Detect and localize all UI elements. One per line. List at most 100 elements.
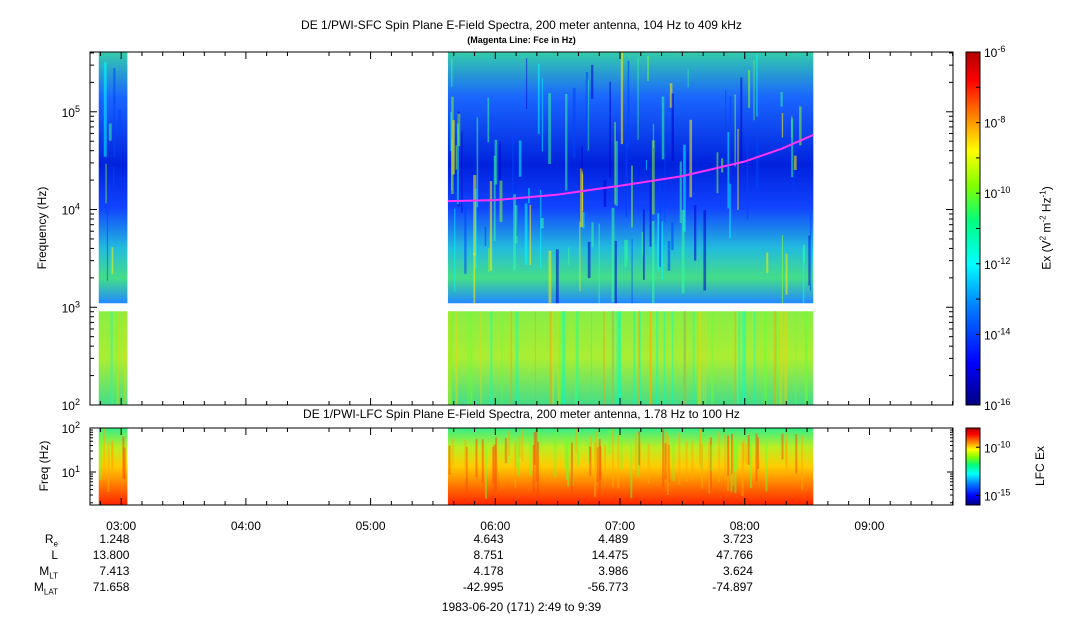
lfc-streak (506, 435, 509, 464)
lfc-streak (465, 446, 468, 494)
lfc-streak (785, 442, 788, 467)
sfc-low-streak (534, 311, 537, 405)
sfc-spectral-streak (524, 203, 528, 265)
sfc-spectral-streak (473, 253, 476, 304)
sfc-spectral-streak (511, 133, 514, 193)
sfc-y-tick-label: 102 (62, 397, 80, 413)
sfc-spectral-streak (493, 155, 496, 242)
sfc-spectral-streak (499, 180, 503, 222)
sfc-low-streak (738, 311, 741, 405)
sfc-spectral-streak (671, 222, 674, 251)
sfc-spectral-streak (716, 152, 719, 194)
sfc-low-streak (663, 311, 666, 405)
lfc-streak (570, 442, 573, 496)
lfc-streak (564, 440, 567, 470)
lfc-streak (589, 446, 592, 476)
ephemeris-subscript: LAT (43, 587, 58, 597)
sfc-spectral-streak (587, 241, 591, 279)
sfc-low-streak (575, 311, 578, 405)
lfc-streak (801, 435, 804, 490)
sfc-spectral-streak (487, 97, 490, 143)
sfc-spectral-streak (669, 83, 673, 108)
lfc-streak (664, 443, 667, 480)
lfc-streak (521, 429, 524, 462)
sfc-spectral-streak (727, 132, 730, 209)
sfc-spectral-streak (729, 96, 732, 126)
sfc-spectral-streak (791, 115, 793, 138)
lfc-streak (532, 444, 535, 493)
sfc-spectral-streak (111, 247, 114, 275)
sfc-spectral-streak (791, 118, 794, 178)
lfc-streak (718, 431, 721, 482)
lfc-streak (701, 443, 704, 489)
sfc-low-streak (618, 311, 621, 405)
sfc-colorbar-tick-label: 10-12 (984, 256, 1010, 272)
sfc-low-streak (704, 311, 707, 405)
sfc-spectral-streak (809, 211, 812, 291)
sfc-low-streak (737, 311, 739, 405)
sfc-low-streak (784, 311, 788, 405)
lfc-streak (529, 435, 532, 476)
sfc-colorbar-tick-label: 10-14 (984, 326, 1010, 342)
sfc-spectral-streak (748, 70, 751, 108)
sfc-spectral-streak (651, 140, 655, 215)
ephemeris-value: 71.658 (92, 580, 130, 594)
ephemeris-value: 4.178 (473, 564, 504, 578)
lfc-streak (594, 441, 597, 498)
ephemeris-value: 13.800 (92, 548, 130, 562)
sfc-low-band-block (98, 311, 128, 405)
lfc-streak (630, 443, 633, 499)
sfc-spectral-streak (799, 106, 802, 146)
sfc-low-streak (111, 311, 113, 405)
sfc-low-streak (692, 311, 695, 405)
sfc-spectral-streak (489, 181, 493, 271)
lfc-streak (611, 428, 614, 488)
sfc-spectral-streak (451, 58, 453, 87)
ephemeris-value: -42.995 (462, 580, 504, 594)
sfc-spectral-streak (499, 141, 501, 185)
sfc-spectral-streak (725, 90, 727, 147)
sfc-spectral-streak (526, 58, 528, 109)
lfc-streak (781, 433, 784, 460)
lfc-streak (603, 444, 606, 472)
lfc-streak (554, 431, 557, 478)
x-tick-label: 08:00 (730, 519, 760, 533)
sfc-spectral-streak (582, 212, 585, 229)
sfc-spectral-streak (689, 119, 693, 198)
sfc-low-streak (510, 311, 513, 405)
sfc-spectral-streak (452, 120, 455, 175)
sfc-low-streak (702, 311, 705, 405)
sfc-spectral-streak (671, 93, 674, 161)
lfc-streak (495, 437, 498, 491)
sfc-low-streak (744, 311, 747, 405)
sfc-spectral-streak (661, 96, 665, 160)
lfc-streak (508, 430, 511, 456)
ephemeris-value: 4.489 (598, 532, 629, 546)
sfc-spectral-streak (529, 204, 532, 265)
sfc-spectral-streak (683, 144, 686, 232)
lfc-streak (634, 432, 637, 480)
lfc-streak (672, 440, 675, 482)
sfc-spectral-streak (808, 235, 810, 286)
lfc-streak (517, 442, 520, 476)
ephemeris-value: 7.413 (99, 564, 130, 578)
sfc-low-streak (558, 311, 561, 405)
lfc-streak (448, 445, 451, 475)
lfc-streak (577, 434, 580, 466)
ephemeris-value: 3.986 (598, 564, 629, 578)
sfc-low-streak (515, 311, 519, 405)
ephemeris-value: 8.751 (473, 548, 504, 562)
sfc-low-streak (671, 311, 674, 405)
sfc-low-streak (684, 311, 686, 405)
lfc-streak (617, 434, 620, 489)
sfc-spectral-streak (609, 81, 611, 178)
sfc-spectral-streak (785, 253, 788, 295)
lfc-streak (731, 440, 734, 486)
sfc-low-streak (490, 311, 493, 405)
lfc-y-tick-label: 102 (62, 420, 80, 436)
sfc-low-streak (633, 311, 636, 405)
sfc-spectral-streak (514, 205, 518, 244)
sfc-low-streak (616, 311, 620, 405)
sfc-low-streak (775, 311, 778, 405)
sfc-spectral-streak (611, 207, 615, 303)
